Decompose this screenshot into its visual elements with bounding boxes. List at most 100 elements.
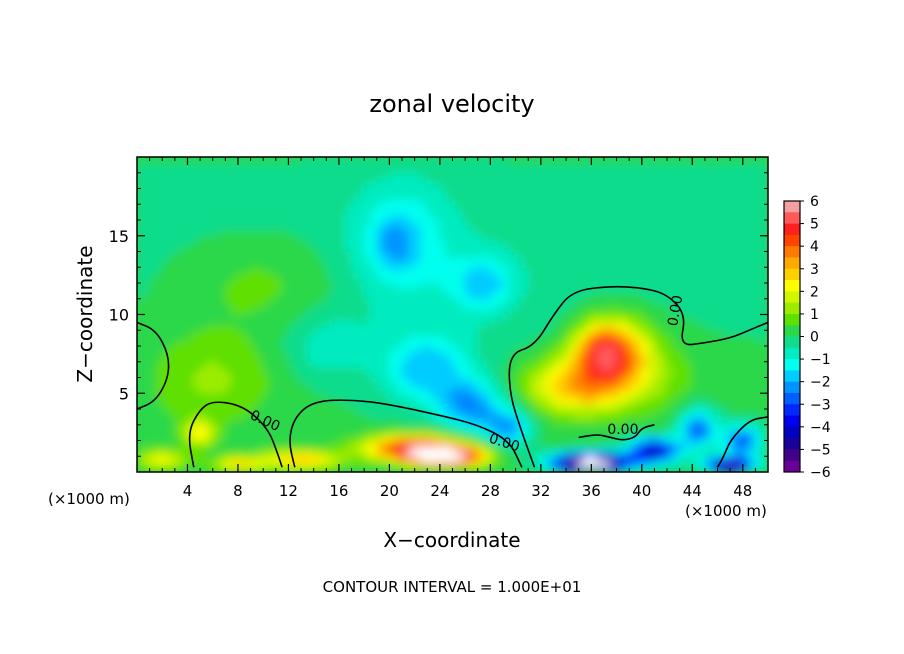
field-cell <box>603 429 611 436</box>
field-cell <box>571 403 580 410</box>
field-cell <box>496 408 504 415</box>
field-cell <box>445 398 453 405</box>
field-cell <box>193 392 201 399</box>
field-cell <box>552 287 561 294</box>
field-cell <box>502 371 510 378</box>
field-cell <box>376 235 384 242</box>
field-cell <box>262 298 271 305</box>
field-cell <box>218 314 226 321</box>
field-cell <box>237 209 245 216</box>
field-cell <box>470 245 479 252</box>
field-cell <box>401 293 409 300</box>
field-cell <box>319 198 327 205</box>
field-cell <box>376 356 384 363</box>
field-cell <box>470 387 479 394</box>
field-cell <box>262 398 271 405</box>
field-cell <box>540 261 548 268</box>
field-cell <box>420 193 428 200</box>
field-cell <box>477 345 485 352</box>
field-cell <box>489 371 498 378</box>
field-cell <box>269 256 277 263</box>
field-cell <box>137 461 144 468</box>
field-cell <box>149 235 157 242</box>
field-cell <box>376 429 384 436</box>
field-cell <box>269 335 277 342</box>
field-cell <box>319 157 327 163</box>
field-cell <box>571 466 580 472</box>
field-cell <box>433 387 441 394</box>
field-cell <box>275 329 283 336</box>
field-cell <box>287 445 296 452</box>
field-cell <box>287 371 296 378</box>
field-cell <box>521 303 529 310</box>
field-cell <box>332 466 340 472</box>
field-cell <box>161 214 170 221</box>
field-cell <box>452 398 460 405</box>
field-cell <box>351 177 359 184</box>
field-cell <box>269 172 277 179</box>
field-cell <box>571 319 580 326</box>
field-cell <box>584 256 592 263</box>
field-cell <box>496 182 504 189</box>
field-cell <box>224 193 233 200</box>
field-cell <box>376 345 384 352</box>
field-cell <box>344 266 353 273</box>
field-cell <box>439 419 447 426</box>
field-cell <box>452 214 460 221</box>
field-cell <box>250 361 258 368</box>
field-cell <box>287 340 296 347</box>
field-cell <box>597 198 605 205</box>
field-cell <box>641 298 649 305</box>
field-cell <box>616 329 624 336</box>
field-cell <box>243 434 252 441</box>
field-cell <box>483 345 491 352</box>
field-cell <box>388 266 397 273</box>
field-cell <box>256 429 264 436</box>
field-cell <box>193 445 201 452</box>
field-cell <box>445 188 453 195</box>
field-cell <box>363 245 371 252</box>
field-cell <box>300 361 308 368</box>
field-cell <box>137 157 144 163</box>
field-cell <box>281 188 289 195</box>
field-cell <box>502 450 510 457</box>
field-cell <box>521 366 529 373</box>
field-cell <box>388 361 397 368</box>
field-cell <box>489 245 498 252</box>
field-cell <box>414 377 422 384</box>
field-cell <box>489 461 498 468</box>
field-cell <box>426 193 435 200</box>
field-cell <box>502 340 510 347</box>
field-cell <box>344 461 353 468</box>
field-cell <box>142 445 151 452</box>
field-cell <box>382 188 390 195</box>
field-cell <box>237 371 245 378</box>
field-cell <box>515 230 523 237</box>
field-cell <box>281 324 289 331</box>
field-cell <box>306 335 315 342</box>
field-cell <box>382 277 390 284</box>
field-cell <box>319 392 327 399</box>
field-cell <box>193 251 201 258</box>
field-cell <box>306 403 315 410</box>
field-cell <box>205 282 214 289</box>
field-cell <box>325 188 334 195</box>
field-cell <box>250 413 258 420</box>
field-cell <box>294 193 302 200</box>
field-cell <box>250 429 258 436</box>
field-cell <box>149 298 157 305</box>
field-cell <box>502 413 510 420</box>
field-cell <box>205 224 214 231</box>
field-cell <box>578 387 586 394</box>
field-cell <box>180 167 188 174</box>
field-cell <box>464 303 472 310</box>
field-cell <box>224 377 233 384</box>
field-cell <box>174 293 182 300</box>
field-cell <box>369 157 378 163</box>
field-cell <box>407 455 416 462</box>
field-cell <box>275 371 283 378</box>
field-cell <box>527 319 536 326</box>
field-cell <box>186 350 195 357</box>
field-cell <box>584 413 592 420</box>
field-cell <box>470 209 479 216</box>
